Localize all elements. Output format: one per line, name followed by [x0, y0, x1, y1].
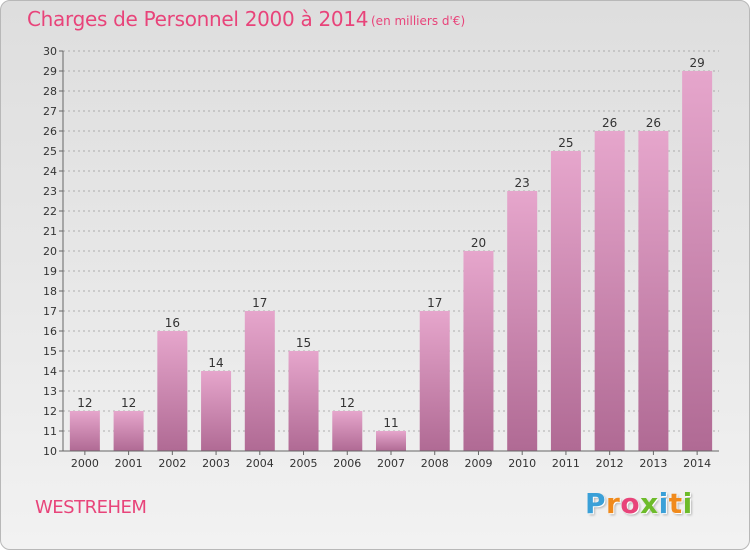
bar-2007	[376, 431, 406, 451]
value-label-2001: 12	[121, 396, 136, 410]
y-tick-label: 29	[43, 65, 57, 78]
x-tick-label: 2014	[683, 457, 711, 470]
y-tick-label: 20	[43, 245, 57, 258]
y-tick-label: 15	[43, 345, 57, 358]
x-tick-label: 2001	[115, 457, 143, 470]
bar-2011	[550, 151, 581, 451]
logo-letter: x	[640, 487, 659, 520]
x-tick-label: 2010	[508, 457, 536, 470]
x-tick-label: 2003	[202, 457, 230, 470]
x-tick-label: 2008	[421, 457, 449, 470]
logo-letter: t	[668, 487, 683, 520]
chart-title: Charges de Personnel 2000 à 2014	[27, 7, 369, 31]
y-tick-label: 16	[43, 325, 57, 338]
bar-2002	[157, 331, 188, 451]
y-tick-label: 28	[43, 85, 57, 98]
value-label-2000: 12	[77, 396, 92, 410]
y-tick-label: 26	[43, 125, 57, 138]
x-tick-label: 2005	[290, 457, 318, 470]
y-tick-label: 11	[43, 425, 57, 438]
value-label-2009: 20	[471, 236, 486, 250]
bar-2013	[638, 131, 669, 451]
y-tick-label: 21	[43, 225, 57, 238]
bar-2004	[244, 311, 275, 451]
value-label-2004: 17	[252, 296, 267, 310]
value-label-2005: 15	[296, 336, 311, 350]
bar-2012	[594, 131, 625, 451]
x-tick-label: 2004	[246, 457, 274, 470]
value-label-2010: 23	[515, 176, 530, 190]
value-label-2007: 11	[383, 416, 398, 430]
bar-2008	[419, 311, 450, 451]
y-tick-label: 14	[43, 365, 57, 378]
value-label-2012: 26	[602, 116, 617, 130]
logo-letter: o	[620, 487, 641, 520]
value-labels: 12 12 16 14 17 15 12 11 17 20 23 25 26 26 29	[77, 56, 705, 430]
x-tick-label: 2011	[552, 457, 580, 470]
value-label-2014: 29	[689, 56, 704, 70]
x-tick-label: 2013	[639, 457, 667, 470]
y-tick-label: 12	[43, 405, 57, 418]
x-tick-label: 2007	[377, 457, 405, 470]
bar-2003	[201, 371, 232, 451]
value-label-2008: 17	[427, 296, 442, 310]
y-tick-label: 23	[43, 185, 57, 198]
logo-letter: r	[606, 487, 621, 520]
value-label-2011: 25	[558, 136, 573, 150]
y-tick-label: 24	[43, 165, 57, 178]
y-tick-label: 19	[43, 265, 57, 278]
axes: 10 11 12 13 14 15 16 17 18 19 20 21 22 23 24 25 26 27 28 29…	[43, 45, 719, 470]
bar-2001	[113, 411, 144, 451]
bar-2014	[682, 71, 713, 451]
y-tick-label: 10	[43, 445, 57, 458]
x-tick-label: 2000	[71, 457, 99, 470]
x-tick-label: 2006	[333, 457, 361, 470]
bar-2000	[69, 411, 100, 451]
proxiti-logo[interactable]: Proxiti	[585, 487, 693, 520]
y-tick-label: 27	[43, 105, 57, 118]
x-tick-label: 2012	[596, 457, 624, 470]
bars	[69, 71, 713, 451]
y-tick-label: 13	[43, 385, 57, 398]
value-label-2002: 16	[165, 316, 180, 330]
value-label-2013: 26	[646, 116, 661, 130]
value-label-2006: 12	[340, 396, 355, 410]
bar-2006	[332, 411, 363, 451]
y-tick-label: 22	[43, 205, 57, 218]
logo-letter: i	[682, 487, 693, 520]
y-tick-label: 30	[43, 45, 57, 58]
y-tick-label: 17	[43, 305, 57, 318]
logo-letter: i	[658, 487, 669, 520]
chart-subtitle: (en milliers d'€)	[371, 14, 466, 28]
y-tick-label: 25	[43, 145, 57, 158]
x-tick-label: 2009	[464, 457, 492, 470]
logo-letter: P	[585, 487, 607, 520]
bar-2010	[507, 191, 538, 451]
bar-2005	[288, 351, 319, 451]
value-label-2003: 14	[208, 356, 223, 370]
bar-2009	[463, 251, 494, 451]
x-tick-label: 2002	[158, 457, 186, 470]
commune-name: WESTREHEM	[35, 497, 147, 518]
y-tick-label: 18	[43, 285, 57, 298]
